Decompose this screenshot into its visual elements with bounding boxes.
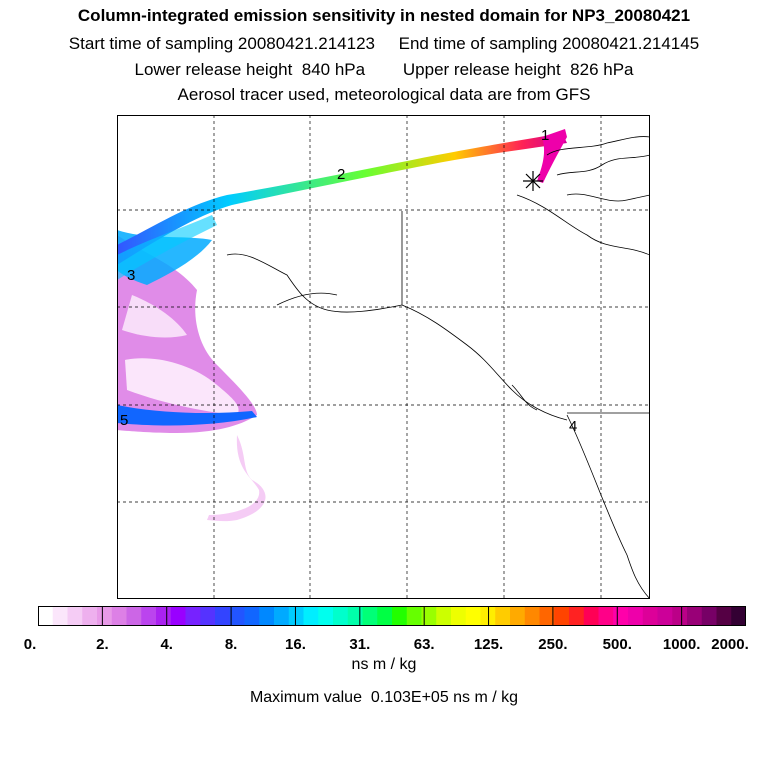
colorbar-cell <box>524 606 540 626</box>
colorbar-cell <box>642 606 658 626</box>
colorbar-cell <box>52 606 68 626</box>
colorbar-tick-label: 0. <box>23 636 37 653</box>
colorbar-cell <box>451 606 467 626</box>
trajectory-label-5: 5 <box>120 412 128 429</box>
colorbar-cell <box>569 606 585 626</box>
colorbar-cell <box>82 606 98 626</box>
colorbar-tick-label: 8. <box>224 636 238 653</box>
colorbar-tick-label: 1000. <box>662 636 701 653</box>
colorbar-tick-label: 2000. <box>711 636 749 653</box>
colorbar-cell <box>436 606 452 626</box>
colorbar-cell <box>510 606 526 626</box>
colorbar-tick-label: 125. <box>473 636 504 653</box>
colorbar-tick-label: 63. <box>413 636 435 653</box>
colorbar-cell <box>200 606 216 626</box>
colorbar-cell <box>244 606 260 626</box>
colorbar-cell <box>421 606 437 626</box>
coastlines <box>226 136 650 599</box>
colorbar-units: ns m / kg <box>351 656 417 673</box>
colorbar-tick-label: 2. <box>96 636 109 653</box>
colorbar-cell <box>303 606 319 626</box>
map-panel: 1 2 3 4 5 <box>117 115 650 599</box>
colorbar-cell <box>657 606 673 626</box>
colorbar-tick-label: 4. <box>160 636 173 653</box>
trajectory-label-3: 3 <box>127 267 135 284</box>
sampling-times: Start time of sampling 20080421.214123 E… <box>68 34 700 53</box>
colorbar-cell <box>731 606 746 626</box>
colorbar-cell <box>333 606 349 626</box>
colorbar-cell <box>554 606 570 626</box>
colorbar-cell <box>377 606 393 626</box>
colorbar-cell <box>170 606 186 626</box>
tracer-info: Aerosol tracer used, meteorological data… <box>177 85 591 104</box>
sensitivity-plume <box>117 129 567 280</box>
colorbar-cell <box>406 606 422 626</box>
colorbar-cell <box>97 606 113 626</box>
colorbar-cell <box>687 606 703 626</box>
colorbar-cell <box>495 606 511 626</box>
colorbar-cell <box>67 606 83 626</box>
colorbar-tick-label: 250. <box>538 636 568 653</box>
colorbar-cell <box>141 606 157 626</box>
release-heights: Lower release height 840 hPa Upper relea… <box>134 60 634 79</box>
colorbar-cell <box>392 606 408 626</box>
colorbar-cell <box>185 606 201 626</box>
colorbar-frame <box>38 606 746 626</box>
colorbar-cell <box>318 606 334 626</box>
colorbar <box>38 606 746 626</box>
colorbar-cell <box>716 606 732 626</box>
colorbar-cell <box>111 606 127 626</box>
trajectory-label-2: 2 <box>337 166 345 183</box>
colorbar-cell <box>259 606 275 626</box>
maximum-value: Maximum value 0.103E+05 ns m / kg <box>249 689 519 706</box>
sensitivity-field-low <box>117 230 266 522</box>
colorbar-tick-label: 31. <box>349 636 371 653</box>
release-site-asterisk <box>523 171 543 191</box>
colorbar-tick-label: 500. <box>602 636 632 653</box>
colorbar-cell <box>672 606 688 626</box>
colorbar-cell <box>701 606 717 626</box>
colorbar-cell <box>628 606 644 626</box>
colorbar-cell <box>274 606 290 626</box>
colorbar-cell <box>156 606 172 626</box>
trajectory-label-1: 1 <box>541 127 549 144</box>
colorbar-cell <box>215 606 231 626</box>
colorbar-cell <box>539 606 555 626</box>
colorbar-cell <box>362 606 378 626</box>
colorbar-cell <box>126 606 142 626</box>
colorbar-cell <box>613 606 629 626</box>
colorbar-cell <box>229 606 245 626</box>
colorbar-cell <box>583 606 599 626</box>
lat-lon-grid <box>117 115 650 599</box>
plot-title: Column-integrated emission sensitivity i… <box>77 6 691 25</box>
colorbar-cell <box>38 606 54 626</box>
colorbar-cell <box>598 606 614 626</box>
colorbar-tick-label: 16. <box>285 636 306 653</box>
colorbar-cell <box>347 606 363 626</box>
trajectory-label-4: 4 <box>569 418 577 435</box>
colorbar-cell <box>465 606 481 626</box>
colorbar-cell <box>288 606 304 626</box>
